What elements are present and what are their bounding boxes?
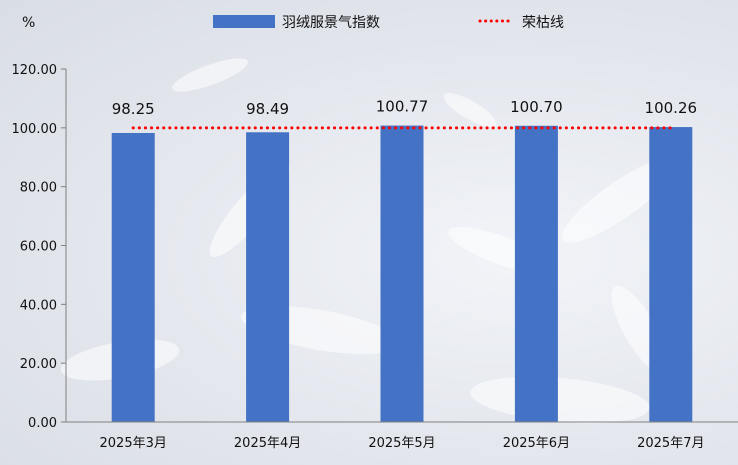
legend-line-label: 荣枯线: [522, 15, 564, 31]
legend: 羽绒服景气指数 荣枯线: [213, 15, 564, 31]
y-axis-unit: %: [22, 15, 35, 31]
y-tick-label: 40.00: [20, 298, 57, 313]
x-tick-label: 2025年6月: [503, 436, 570, 451]
x-tick-label: 2025年5月: [368, 436, 435, 451]
data-label: 100.77: [376, 98, 429, 116]
y-tick-label: 60.00: [20, 240, 57, 255]
bar: [514, 125, 558, 422]
x-tick-label: 2025年4月: [234, 436, 301, 451]
bar: [246, 132, 290, 422]
x-tick-label: 2025年7月: [637, 436, 704, 451]
y-tick-label: 100.00: [12, 122, 58, 137]
y-tick-label: 20.00: [20, 357, 57, 372]
bar: [111, 132, 155, 422]
bars: [111, 125, 693, 423]
data-label: 98.49: [246, 100, 289, 118]
x-axis: 2025年3月 2025年4月 2025年5月 2025年6月 2025年7月: [66, 421, 738, 451]
data-labels: 98.25 98.49 100.77 100.70 100.26: [112, 98, 697, 118]
bar: [649, 127, 693, 423]
y-tick-label: 0.00: [28, 416, 57, 431]
data-label: 100.70: [510, 98, 563, 116]
legend-bar-swatch: [213, 15, 275, 28]
x-tick-label: 2025年3月: [100, 436, 167, 451]
bar: [380, 125, 424, 423]
y-axis: 0.00 20.00 40.00 60.00 80.00 100.00 120.00: [12, 63, 67, 431]
data-label: 100.26: [645, 99, 698, 117]
data-label: 98.25: [112, 100, 155, 118]
legend-bar-label: 羽绒服景气指数: [282, 15, 380, 31]
y-tick-label: 120.00: [12, 63, 58, 78]
y-tick-label: 80.00: [20, 181, 57, 196]
